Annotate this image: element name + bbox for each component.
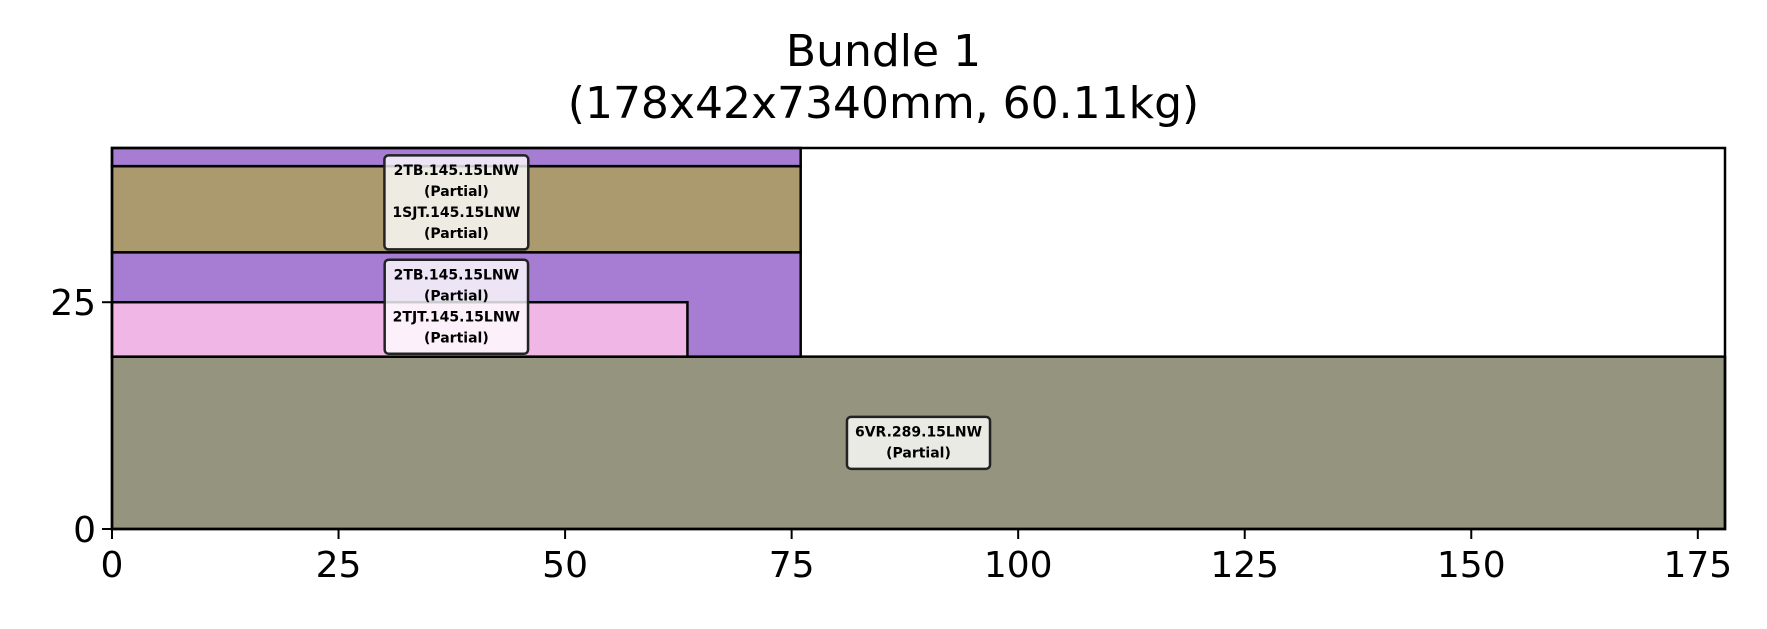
box-label-1: 2TB.145.15LNW (Partial) 2TJT.145.15LNW (Par…	[383, 258, 530, 355]
labels-layer: 6VR.289.15LNW (Partial) 2TB.145.15LNW (Part…	[383, 154, 992, 471]
box-label-background	[845, 415, 992, 471]
box-label-0: 6VR.289.15LNW (Partial)	[845, 415, 992, 471]
rectangles-layer	[110, 146, 1727, 531]
box-label-line: (Partial)	[424, 226, 489, 242]
box-label-line: 2TB.145.15LNW	[394, 163, 519, 179]
y-tick-label: 25	[50, 283, 96, 324]
box-label-line: 6VR.289.15LNW	[855, 424, 982, 440]
box-label-line: (Partial)	[424, 288, 489, 304]
box-label-background	[383, 154, 530, 251]
x-tick-label: 100	[984, 545, 1053, 586]
plot-frame	[110, 146, 1727, 531]
x-tick-label: 125	[1210, 545, 1279, 586]
x-tick-label: 150	[1437, 545, 1506, 586]
x-tick-label: 75	[769, 545, 815, 586]
x-tick-label: 175	[1663, 545, 1732, 586]
box-label-background	[383, 258, 530, 355]
box-label-line: (Partial)	[424, 184, 489, 200]
y-axis: 0 25	[50, 283, 112, 551]
box-label-line: (Partial)	[424, 330, 489, 346]
x-tick-label: 50	[542, 545, 588, 586]
x-tick-label: 0	[101, 545, 124, 586]
box-label-line: (Partial)	[886, 445, 951, 461]
box-label-line: 2TB.145.15LNW	[394, 267, 519, 283]
x-axis: 0 25 50 75 100 125 150 175	[101, 529, 1732, 586]
y-tick-label: 0	[73, 510, 96, 551]
box-label-2: 2TB.145.15LNW (Partial) 1SJT.145.15LNW (Par…	[383, 154, 530, 251]
chart-title: Bundle 1	[785, 26, 982, 77]
box-label-line: 2TJT.145.15LNW	[393, 309, 520, 325]
chart-subtitle: (178x42x7340mm, 60.11kg)	[567, 78, 1200, 129]
box-label-line: 1SJT.145.15LNW	[392, 205, 520, 221]
x-tick-label: 25	[316, 545, 362, 586]
